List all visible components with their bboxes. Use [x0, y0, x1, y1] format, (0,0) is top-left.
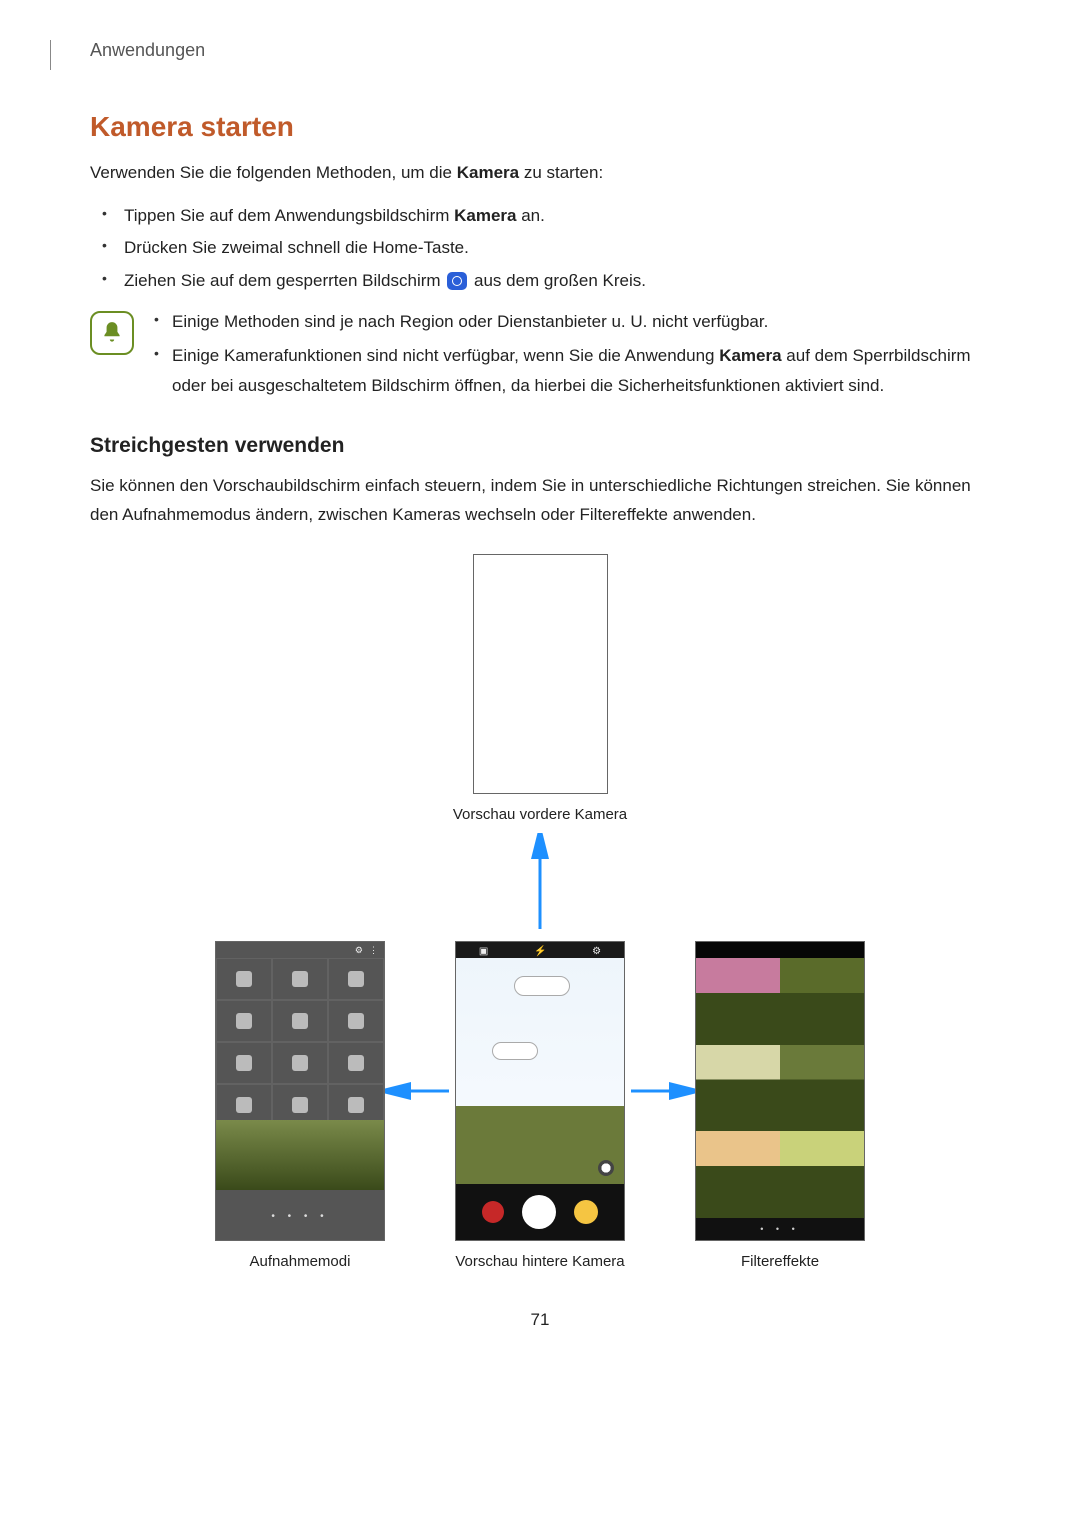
- captions-row: Aufnahmemodi Vorschau hintere Kamera Fil…: [215, 1253, 865, 1270]
- note-box: Einige Methoden sind je nach Region oder…: [90, 307, 990, 404]
- center-caption: Vorschau hintere Kamera: [455, 1253, 625, 1270]
- front-camera-caption: Vorschau vordere Kamera: [453, 806, 627, 823]
- left-caption: Aufnahmemodi: [215, 1253, 385, 1270]
- shutter-button: [522, 1195, 556, 1229]
- phone-row: ⚙⋮ • • • • ▣⚡⚙: [215, 941, 865, 1241]
- swipe-diagram: Vorschau vordere Kamera ⚙⋮ • • • •: [90, 554, 990, 1270]
- list-item: Ziehen Sie auf dem gesperrten Bildschirm…: [124, 265, 990, 297]
- status-bar: ⚙⋮: [216, 942, 384, 958]
- camera-bottom-bar: [456, 1184, 624, 1240]
- li-post: an.: [517, 206, 545, 225]
- li-pre: Tippen Sie auf dem Anwendungsbildschirm: [124, 206, 454, 225]
- list-item: Einige Kamerafunktionen sind nicht verfü…: [172, 341, 990, 401]
- li-post: aus dem großen Kreis.: [469, 271, 646, 290]
- page-margin-rule: [50, 40, 51, 70]
- front-camera-preview-box: [473, 554, 608, 794]
- list-item: Drücken Sie zweimal schnell die Home-Tas…: [124, 232, 990, 264]
- filter-thumb: [696, 1131, 780, 1218]
- shooting-modes-phone: ⚙⋮ • • • •: [215, 941, 385, 1241]
- camera-top-toolbar: ▣⚡⚙: [456, 944, 624, 958]
- switch-camera-button: [574, 1200, 598, 1224]
- arrow-left-icon: [385, 1079, 455, 1103]
- arrow-up-icon: [528, 833, 552, 933]
- list-item: Einige Methoden sind je nach Region oder…: [172, 307, 990, 337]
- page-dots: • • •: [696, 1224, 864, 1234]
- method-list: Tippen Sie auf dem Anwendungsbildschirm …: [90, 200, 990, 297]
- intro-post: zu starten:: [519, 163, 603, 182]
- li-pre: Einige Kamerafunktionen sind nicht verfü…: [172, 346, 719, 365]
- filter-thumb: [780, 1045, 864, 1132]
- body-text: Sie können den Vorschaubildschirm einfac…: [90, 472, 990, 530]
- filter-thumb: [696, 958, 780, 1045]
- filter-effects-phone: • • •: [695, 941, 865, 1241]
- bell-icon: [90, 311, 134, 355]
- arrow-right-icon: [625, 1079, 695, 1103]
- intro-bold: Kamera: [457, 163, 519, 182]
- record-button: [482, 1201, 504, 1223]
- filter-grid: [696, 958, 864, 1218]
- filter-thumb: [780, 1131, 864, 1218]
- right-caption: Filtereffekte: [695, 1253, 865, 1270]
- camera-icon: [447, 272, 467, 290]
- page-number: 71: [90, 1310, 990, 1330]
- li-bold: Kamera: [454, 206, 516, 225]
- li-pre: Ziehen Sie auf dem gesperrten Bildschirm: [124, 271, 445, 290]
- breadcrumb: Anwendungen: [90, 40, 990, 61]
- intro-text: Verwenden Sie die folgenden Methoden, um…: [90, 159, 990, 186]
- filter-thumb: [780, 958, 864, 1045]
- li-bold: Kamera: [719, 346, 781, 365]
- rear-camera-preview-phone: ▣⚡⚙: [455, 941, 625, 1241]
- intro-pre: Verwenden Sie die folgenden Methoden, um…: [90, 163, 457, 182]
- subheading: Streichgesten verwenden: [90, 434, 990, 458]
- page-dots: • • • •: [216, 1211, 384, 1222]
- filter-thumb: [696, 1045, 780, 1132]
- list-item: Tippen Sie auf dem Anwendungsbildschirm …: [124, 200, 990, 232]
- note-list: Einige Methoden sind je nach Region oder…: [154, 307, 990, 404]
- main-heading: Kamera starten: [90, 111, 990, 143]
- gear-icon: [598, 1160, 614, 1176]
